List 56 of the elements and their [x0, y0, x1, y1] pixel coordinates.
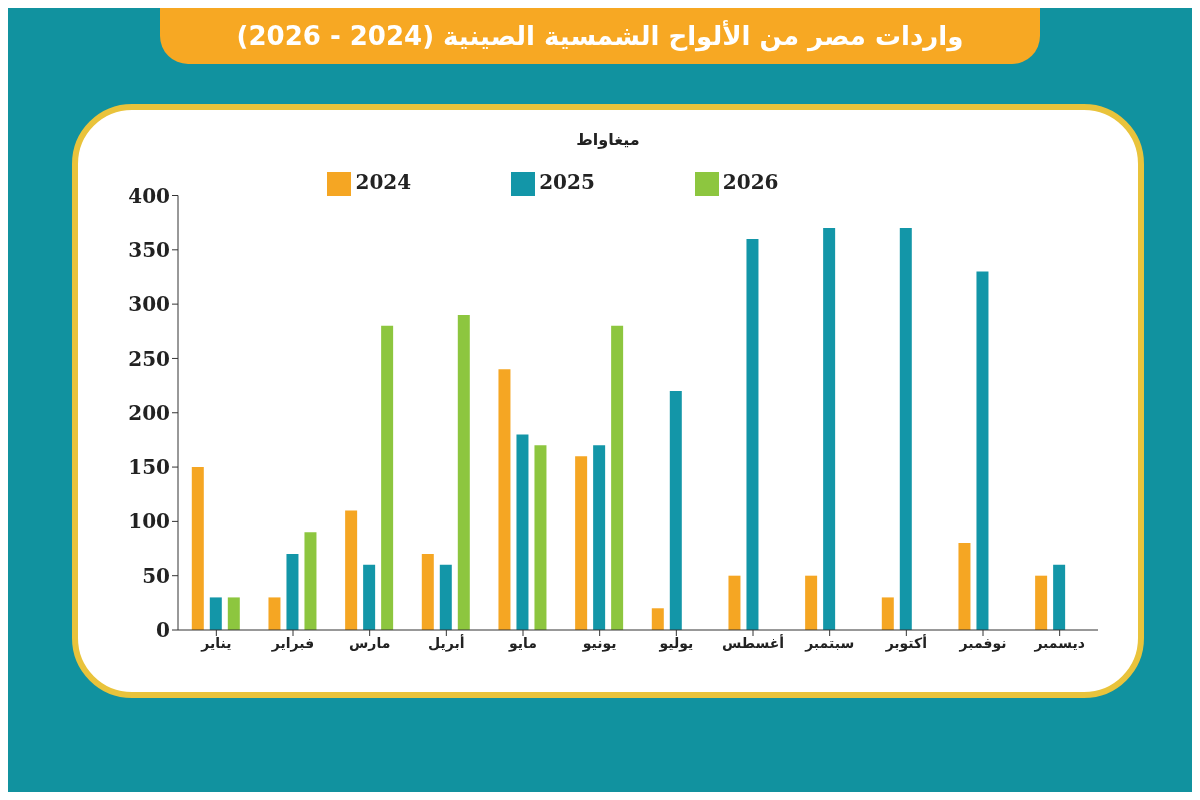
x-tick-label: مارس — [349, 634, 391, 651]
bar — [439, 564, 452, 630]
bar — [534, 445, 547, 630]
bar — [381, 325, 394, 630]
bar — [746, 238, 759, 630]
y-tick-label: 150 — [128, 455, 170, 480]
y-tick-label: 300 — [128, 292, 170, 317]
bar — [611, 325, 624, 630]
bar — [268, 597, 281, 630]
y-tick-label: 0 — [156, 618, 170, 643]
x-tick-label: يوليو — [658, 634, 694, 652]
bar — [593, 445, 606, 630]
bar — [575, 456, 588, 630]
legend-label: 2025 — [539, 170, 595, 194]
bar — [728, 575, 741, 630]
x-tick-label: يناير — [200, 634, 232, 652]
bar — [1053, 564, 1066, 630]
x-tick-label: مايو — [508, 634, 537, 652]
bar — [498, 369, 511, 630]
y-tick-label: 100 — [128, 509, 170, 534]
bar — [1035, 575, 1048, 630]
bar — [651, 608, 664, 630]
x-tick-label: فبراير — [270, 634, 315, 652]
bar — [209, 597, 222, 630]
x-tick-label: أكتوبر — [884, 633, 928, 652]
y-tick-label: 200 — [128, 400, 170, 425]
bar — [899, 228, 912, 630]
y-tick-label: 50 — [142, 563, 170, 588]
y-axis-title: ميغاواط — [575, 130, 641, 149]
chart-title: واردات مصر من الألواح الشمسية الصينية (2024 - 2026) — [236, 21, 964, 51]
bar — [516, 434, 529, 630]
legend-label: 2026 — [722, 170, 779, 194]
bar — [881, 597, 894, 630]
x-tick-label: سبتمبر — [804, 634, 855, 652]
bar — [805, 575, 818, 630]
x-tick-label: أغسطس — [721, 633, 785, 651]
bar — [345, 510, 358, 630]
legend-label: 2024 — [355, 170, 412, 194]
bar — [286, 553, 299, 630]
x-tick-label: نوفمبر — [958, 634, 1007, 652]
bar — [669, 391, 682, 630]
bar — [304, 532, 317, 630]
y-tick-label: 250 — [128, 346, 170, 371]
y-tick-label: 400 — [128, 183, 170, 208]
bar — [227, 597, 240, 630]
bar — [457, 314, 470, 630]
y-tick-label: 350 — [128, 237, 170, 262]
bar — [363, 564, 376, 630]
x-tick-label: يونيو — [581, 634, 617, 652]
bar — [958, 543, 971, 630]
bar — [823, 228, 836, 630]
bar — [421, 553, 434, 630]
x-tick-label: أبريل — [428, 633, 465, 652]
bar — [191, 467, 204, 630]
x-tick-label: ديسمبر — [1033, 634, 1085, 652]
bar — [976, 271, 989, 630]
